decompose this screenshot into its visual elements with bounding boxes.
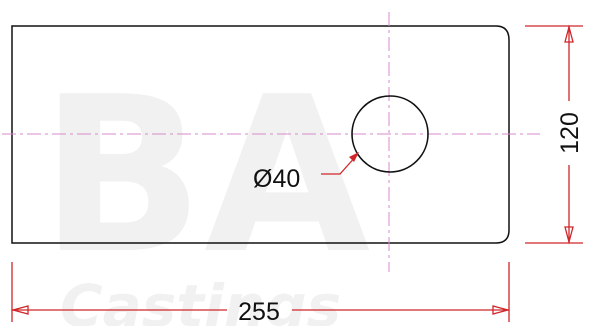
- width-dimension-label: 255: [238, 298, 280, 326]
- watermark: BA Castings: [40, 50, 370, 326]
- height-dimension-label: 120: [556, 112, 584, 154]
- plate-outline: [11, 25, 510, 244]
- hole-diameter-leader: [321, 152, 359, 175]
- hole-circle: [351, 95, 429, 173]
- watermark-letters: BA: [40, 50, 370, 301]
- height-dimension: [525, 24, 583, 245]
- width-dimension: [10, 262, 511, 322]
- centerlines: [2, 12, 540, 272]
- watermark-subtext: Castings: [60, 272, 341, 326]
- hole-dimension-label: Ø40: [253, 165, 300, 193]
